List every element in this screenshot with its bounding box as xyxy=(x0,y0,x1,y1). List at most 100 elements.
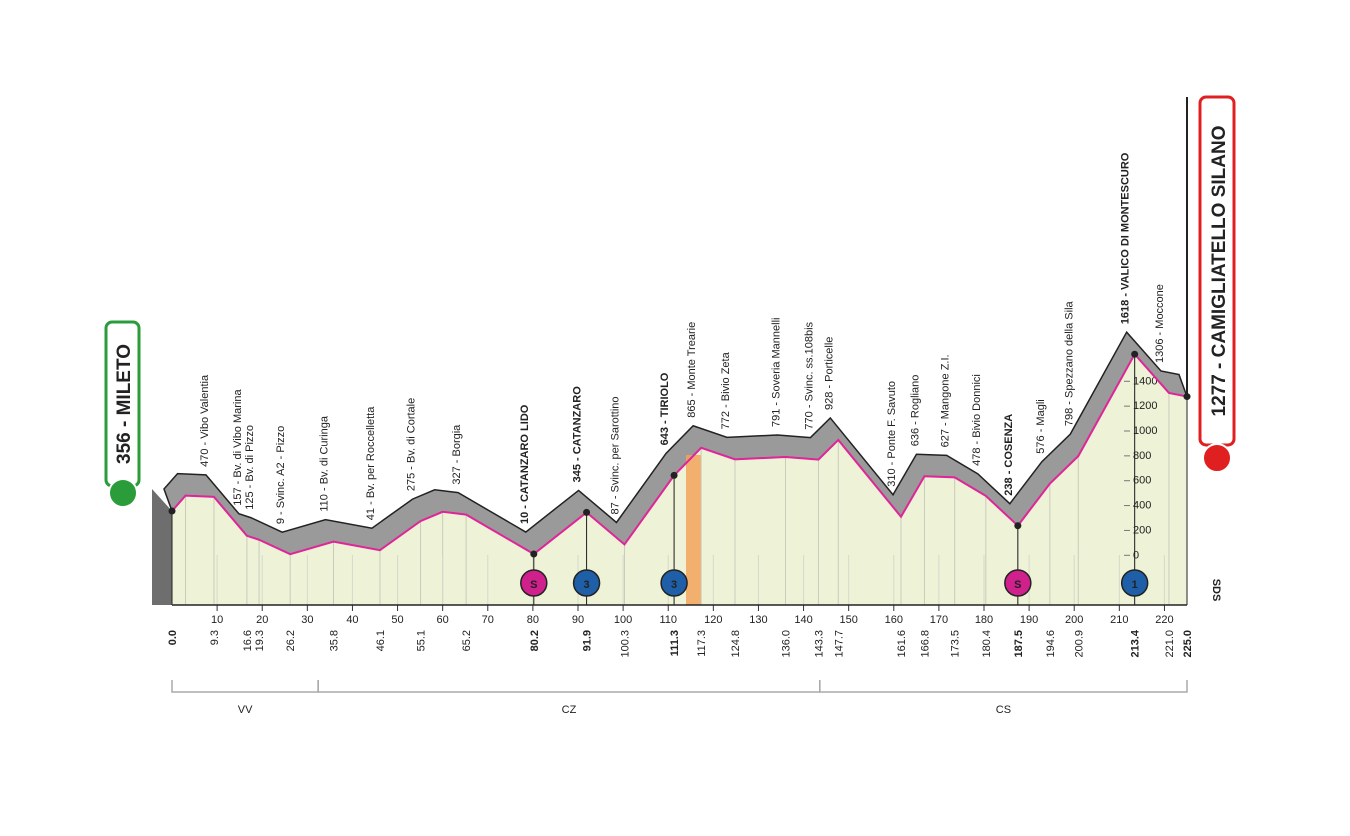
feed-zone xyxy=(686,455,701,605)
place-label: 928 - Porticelle xyxy=(823,337,835,410)
km-label: 213.4 xyxy=(1130,629,1142,657)
y-tick-label: 1400 xyxy=(1133,375,1157,387)
km-label: 0.0 xyxy=(167,630,179,645)
km-label: 143.3 xyxy=(813,630,825,658)
finish-icon xyxy=(1202,443,1232,473)
x-tick-label: 120 xyxy=(704,614,722,626)
climb-icon-label: 1 xyxy=(1132,579,1138,591)
km-label: 187.5 xyxy=(1013,630,1025,658)
place-label: 627 - Mangone Z.I. xyxy=(940,354,952,447)
km-label: 55.1 xyxy=(416,630,428,651)
place-label: 636 - Rogliano xyxy=(909,375,921,447)
profile-area xyxy=(172,354,1187,605)
place-label: 275 - Bv. di Cortale xyxy=(406,398,418,491)
x-tick-label: 90 xyxy=(572,614,584,626)
y-tick-label: 600 xyxy=(1133,475,1151,487)
x-tick-label: 30 xyxy=(301,614,313,626)
place-label: 791 - Soveria Mannelli xyxy=(771,318,783,427)
y-tick-label: 400 xyxy=(1133,500,1151,512)
y-tick-label: 1000 xyxy=(1133,425,1157,437)
km-label: 80.2 xyxy=(529,630,541,651)
place-label: 110 - Bv. di Curinga xyxy=(318,415,330,511)
km-label: 161.6 xyxy=(896,630,908,658)
y-tick-label: 0 xyxy=(1133,549,1139,561)
start-label: 356 - MILETO xyxy=(114,344,135,464)
marker-dot xyxy=(670,471,678,479)
km-label: 91.9 xyxy=(582,630,594,651)
place-label: 345 - CATANZARO xyxy=(572,386,584,483)
place-label: 310 - Ponte F. Savuto xyxy=(886,381,898,487)
km-label: 26.2 xyxy=(285,630,297,651)
x-tick-label: 70 xyxy=(482,614,494,626)
km-label: 225.0 xyxy=(1182,630,1194,658)
y-tick-label: 800 xyxy=(1133,450,1151,462)
climb-icon xyxy=(660,569,688,597)
x-tick-label: 220 xyxy=(1155,614,1173,626)
finish-label: 1277 - CAMIGLIATELLO SILANO xyxy=(1209,125,1230,416)
place-label: 1306 - Moccone xyxy=(1154,284,1166,363)
region-bracket xyxy=(171,680,319,693)
climb-icon-label: 3 xyxy=(584,579,590,591)
place-label: 87 - Svinc. per Sarottino xyxy=(609,396,621,514)
km-label: 136.0 xyxy=(781,630,793,658)
km-label: 194.6 xyxy=(1045,630,1057,658)
marker-dot xyxy=(583,508,591,516)
marker-dot xyxy=(1183,393,1191,401)
place-label: 643 - TIRIOLO xyxy=(659,372,671,445)
km-label: 9.3 xyxy=(209,630,221,645)
marker-dot xyxy=(1014,522,1022,530)
region-bracket xyxy=(819,680,1188,693)
km-label: 46.1 xyxy=(375,630,387,651)
climb-icon xyxy=(1120,569,1149,597)
start-icon xyxy=(108,478,138,508)
x-tick-label: 200 xyxy=(1065,614,1083,626)
km-label: 100.3 xyxy=(619,630,631,658)
km-label: 173.5 xyxy=(950,630,962,658)
x-tick-label: 130 xyxy=(749,614,767,626)
brand: SDS xyxy=(1210,579,1222,602)
relief-face xyxy=(152,489,172,605)
x-tick-label: 210 xyxy=(1110,614,1128,626)
km-label: 166.8 xyxy=(919,630,931,658)
x-tick-label: 170 xyxy=(930,614,948,626)
place-label: 576 - Magli xyxy=(1035,399,1047,453)
km-label: 111.3 xyxy=(669,630,681,656)
x-tick-label: 10 xyxy=(211,614,223,626)
place-label: 10 - CATANZARO LIDO xyxy=(519,404,531,524)
x-tick-label: 20 xyxy=(256,614,268,626)
x-tick-label: 80 xyxy=(527,614,539,626)
climb-icon xyxy=(1004,569,1032,597)
x-tick-label: 160 xyxy=(885,614,903,626)
place-label: 470 - Vibo Valentia xyxy=(199,374,211,467)
place-label: 772 - Bivio Zeta xyxy=(720,351,732,429)
climb-icon xyxy=(572,569,601,597)
region-label: CS xyxy=(996,704,1011,716)
y-tick-label: 1200 xyxy=(1133,400,1157,412)
place-label: 41 - Bv. per Roccelletta xyxy=(365,406,377,520)
profile-line xyxy=(171,352,1188,556)
region-label: CZ xyxy=(562,704,577,716)
km-label: 16.6 xyxy=(242,630,254,651)
km-label: 19.3 xyxy=(254,630,266,651)
km-label: 180.4 xyxy=(981,630,993,658)
place-label: 798 - Spezzano della Sila xyxy=(1063,300,1075,426)
y-tick-label: 200 xyxy=(1133,524,1151,536)
x-tick-label: 180 xyxy=(975,614,993,626)
x-tick-label: 60 xyxy=(437,614,449,626)
place-label: 1618 - VALICO DI MONTESCURO xyxy=(1120,152,1132,324)
place-label: 157 - Bv. di Vibo Marina xyxy=(232,389,244,506)
place-label: 327 - Borgia xyxy=(451,424,463,485)
marker-dot xyxy=(1131,350,1139,358)
x-tick-label: 190 xyxy=(1020,614,1038,626)
km-label: 147.7 xyxy=(833,630,845,658)
km-label: 124.8 xyxy=(730,630,742,658)
place-label: 478 - Bivio Donnici xyxy=(971,374,983,466)
x-tick-label: 40 xyxy=(346,614,358,626)
place-label: 125 - Bv. di Pizzo xyxy=(244,425,256,510)
km-label: 35.8 xyxy=(328,630,340,651)
x-tick-label: 50 xyxy=(391,614,403,626)
climb-icon xyxy=(520,569,548,597)
x-tick-label: 110 xyxy=(659,614,677,626)
x-tick-label: 100 xyxy=(614,614,632,626)
climb-icon-label: 3 xyxy=(671,579,677,591)
